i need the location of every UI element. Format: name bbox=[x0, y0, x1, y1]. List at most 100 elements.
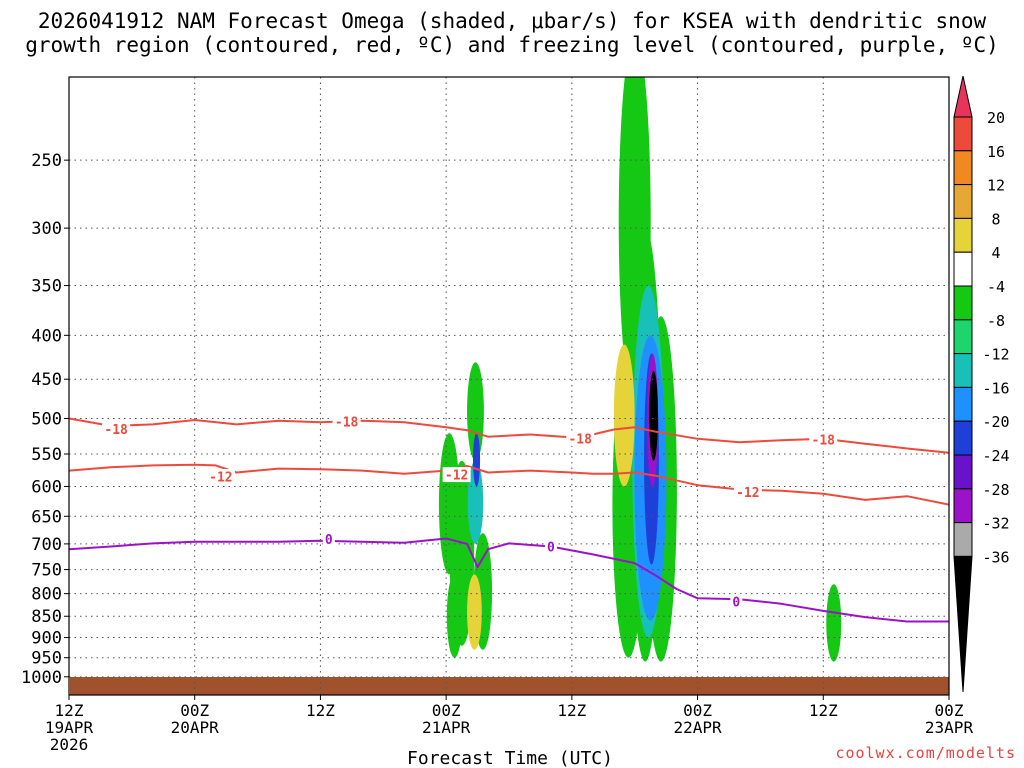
chart-title-line-1: 2026041912 NAM Forecast Omega (shaded, μ… bbox=[37, 9, 987, 33]
y-tick-label-350: 350 bbox=[31, 277, 62, 297]
y-tick-label-550: 550 bbox=[31, 445, 62, 465]
x-axis-label: Forecast Time (UTC) bbox=[407, 748, 613, 768]
x-tick-label-0-2: 19APR bbox=[45, 718, 94, 737]
contour-label-0: -18 bbox=[104, 423, 128, 438]
contour-label-bg-7 bbox=[322, 531, 335, 547]
omega-cell-18 bbox=[826, 584, 842, 662]
colorbar-swatch-8 bbox=[953, 353, 973, 388]
colorbar-arrow-bottom bbox=[953, 555, 973, 693]
y-tick-label-750: 750 bbox=[31, 561, 62, 581]
y-tick-label-500: 500 bbox=[31, 409, 62, 429]
colorbar-swatch-4 bbox=[953, 217, 973, 253]
y-tick-label-650: 650 bbox=[31, 507, 62, 527]
x-tick-label-36-1: 00Z bbox=[432, 701, 461, 720]
colorbar-label-1: 16 bbox=[987, 143, 1005, 161]
omega-cell-17 bbox=[613, 344, 635, 487]
colorbar-label-5: -4 bbox=[987, 278, 1005, 296]
colorbar-label-10: -24 bbox=[982, 447, 1009, 465]
x-tick-label-60-2: 22APR bbox=[673, 718, 722, 737]
grid-lines bbox=[68, 77, 950, 695]
colorbar-swatch-12 bbox=[953, 488, 973, 524]
y-tick-label-400: 400 bbox=[31, 326, 62, 346]
colorbar-swatch-5 bbox=[953, 251, 973, 287]
contour-label-8: 0 bbox=[547, 541, 555, 556]
colorbar-label-2: 12 bbox=[987, 177, 1005, 195]
x-tick-label-60-1: 00Z bbox=[683, 701, 712, 720]
y-tick-label-850: 850 bbox=[31, 607, 62, 627]
omega-cell-3 bbox=[467, 362, 484, 461]
contour-label-bg-8 bbox=[544, 539, 557, 555]
x-tick-label-72-1: 12Z bbox=[809, 701, 838, 720]
x-tick-label-0-1: 12Z bbox=[55, 701, 84, 720]
y-tick-label-800: 800 bbox=[31, 585, 62, 605]
contour-label-bg-2 bbox=[566, 430, 595, 446]
contour-label-4: -12 bbox=[209, 471, 232, 486]
colorbar-swatch-2 bbox=[953, 150, 973, 186]
y-tick-label-1000: 1000 bbox=[21, 668, 62, 688]
colorbar-swatch-3 bbox=[953, 184, 973, 219]
y-tick-label-700: 700 bbox=[31, 535, 62, 555]
colorbar-label-0: 20 bbox=[987, 109, 1005, 127]
colorbar-swatch-6 bbox=[953, 285, 973, 321]
colorbar-swatch-7 bbox=[953, 319, 973, 355]
contour-label-bg-1 bbox=[332, 414, 361, 430]
colorbar-label-7: -12 bbox=[982, 346, 1009, 364]
contour-label-1: -18 bbox=[335, 416, 359, 431]
omega-cell-6 bbox=[467, 574, 482, 650]
ground-surface bbox=[70, 677, 949, 695]
contour-label-2: -18 bbox=[568, 432, 592, 447]
credit-text: coolwx.com/modelts bbox=[835, 744, 1016, 762]
omega-cell-4 bbox=[467, 460, 484, 544]
temperature-contours bbox=[69, 417, 949, 623]
contour-label-5: -12 bbox=[445, 469, 468, 484]
x-tick-label-36-2: 21APR bbox=[422, 718, 471, 737]
contour-label-bg-0 bbox=[102, 421, 131, 437]
plot-frame bbox=[68, 76, 950, 696]
colorbar-label-8: -16 bbox=[982, 379, 1009, 397]
colorbar-label-6: -8 bbox=[987, 312, 1005, 330]
omega-shading bbox=[438, 77, 842, 662]
colorbar-swatch-9 bbox=[953, 386, 973, 422]
contour-line--12 bbox=[69, 463, 949, 506]
pressure-axis: 2503003504004505005506006507007508008509… bbox=[21, 151, 69, 688]
colorbar-label-13: -36 bbox=[982, 548, 1009, 566]
colorbar-swatch-10 bbox=[953, 420, 973, 456]
omega-cell-7 bbox=[473, 433, 481, 487]
y-tick-label-900: 900 bbox=[31, 629, 62, 649]
contour-label-bg-4 bbox=[206, 469, 235, 485]
colorbar-arrow-top bbox=[953, 75, 973, 118]
contour-label-9: 0 bbox=[732, 595, 740, 610]
contour-label-bg-5 bbox=[442, 467, 471, 483]
colorbar: 20 16 12 8 4 -4 -8 -12 -16 -20 -24 -28 -32 -36 bbox=[953, 75, 1010, 693]
omega-cell-16 bbox=[649, 370, 658, 461]
x-tick-label-84-1: 00Z bbox=[935, 701, 964, 720]
contour-labels: -18 -18 -18 -18 -12 -12 -12 0 0 0 bbox=[102, 414, 838, 610]
y-tick-label-250: 250 bbox=[31, 151, 62, 171]
chart-title-line-2: growth region (contoured, red, ºC) and f… bbox=[25, 33, 999, 57]
colorbar-swatch-1 bbox=[953, 116, 973, 152]
contour-line--18 bbox=[69, 417, 949, 454]
x-tick-label-84-2: 23APR bbox=[925, 718, 974, 737]
colorbar-swatch-13 bbox=[953, 522, 973, 557]
x-tick-label-12-2: 20APR bbox=[171, 718, 220, 737]
contour-label-6: -12 bbox=[736, 486, 759, 501]
colorbar-swatch-11 bbox=[953, 454, 973, 490]
colorbar-label-9: -20 bbox=[982, 413, 1009, 431]
contour-label-7: 0 bbox=[325, 533, 333, 548]
contour-label-bg-9 bbox=[730, 593, 743, 609]
contour-label-bg-6 bbox=[733, 484, 762, 500]
contour-label-3: -18 bbox=[812, 434, 836, 449]
contour-line-0 bbox=[69, 537, 949, 623]
colorbar-label-11: -28 bbox=[982, 481, 1009, 499]
colorbar-label-3: 8 bbox=[991, 210, 1000, 228]
colorbar-label-4: 4 bbox=[991, 244, 1000, 262]
x-tick-label-24-1: 12Z bbox=[306, 701, 335, 720]
x-tick-label-12-1: 00Z bbox=[180, 701, 209, 720]
y-tick-label-950: 950 bbox=[31, 649, 62, 669]
y-tick-label-300: 300 bbox=[31, 219, 62, 239]
x-tick-label-0-3: 2026 bbox=[50, 735, 89, 754]
y-tick-label-450: 450 bbox=[31, 370, 62, 390]
y-tick-label-600: 600 bbox=[31, 477, 62, 497]
